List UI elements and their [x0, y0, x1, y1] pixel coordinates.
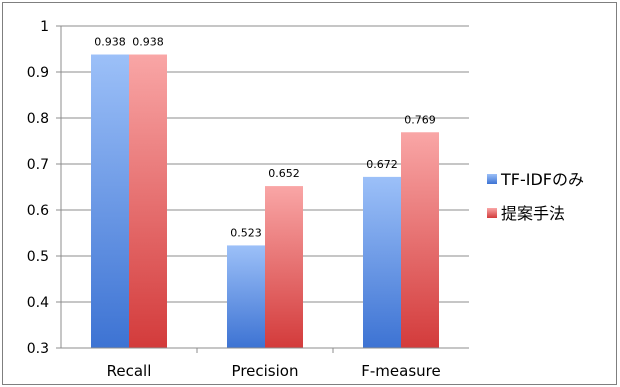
- y-tick-label: 0.5: [27, 249, 49, 265]
- x-category-label-f-measure: F-measure: [361, 362, 440, 380]
- legend-swatch-series-1: [487, 174, 497, 184]
- y-tick-label: 0.9: [27, 65, 49, 81]
- data-label-precision-series-2: 0.652: [268, 167, 300, 180]
- bar-chart: 0.3 0.4 0.5 0.6 0.7 0.8 0.9 1 0.938 0.938 Recall 0.…: [27, 19, 584, 380]
- bar-f-measure-series-2: [401, 132, 439, 348]
- bar-precision-series-1: [227, 245, 265, 348]
- y-tick-label: 0.8: [27, 111, 49, 127]
- y-tick-label: 1: [40, 19, 49, 35]
- bars: [91, 54, 439, 349]
- legend-label-series-2: 提案手法: [501, 204, 565, 223]
- y-tick-label: 0.4: [27, 295, 49, 311]
- bar-recall-series-1: [91, 54, 129, 349]
- legend-label-series-1: TF-IDFのみ: [500, 170, 584, 189]
- bar-f-measure-series-1: [363, 176, 401, 348]
- data-label-recall-series-2: 0.938: [132, 36, 164, 49]
- data-label-precision-series-1: 0.523: [230, 226, 262, 239]
- bar-recall-series-2: [129, 54, 167, 349]
- y-tick-label: 0.3: [27, 341, 49, 357]
- labels: 0.3 0.4 0.5 0.6 0.7 0.8 0.9 1 0.938 0.938 Recall 0.…: [27, 19, 441, 380]
- data-label-f-measure-series-1: 0.672: [366, 158, 398, 171]
- data-label-recall-series-1: 0.938: [94, 36, 126, 49]
- axes: [56, 25, 469, 353]
- bar-precision-series-2: [265, 186, 303, 348]
- x-category-label-precision: Precision: [232, 362, 299, 380]
- x-category-label-recall: Recall: [107, 362, 152, 380]
- y-tick-label: 0.7: [27, 157, 49, 173]
- legend-swatch-series-2: [487, 208, 497, 218]
- data-label-f-measure-series-2: 0.769: [404, 113, 436, 126]
- y-tick-label: 0.6: [27, 203, 49, 219]
